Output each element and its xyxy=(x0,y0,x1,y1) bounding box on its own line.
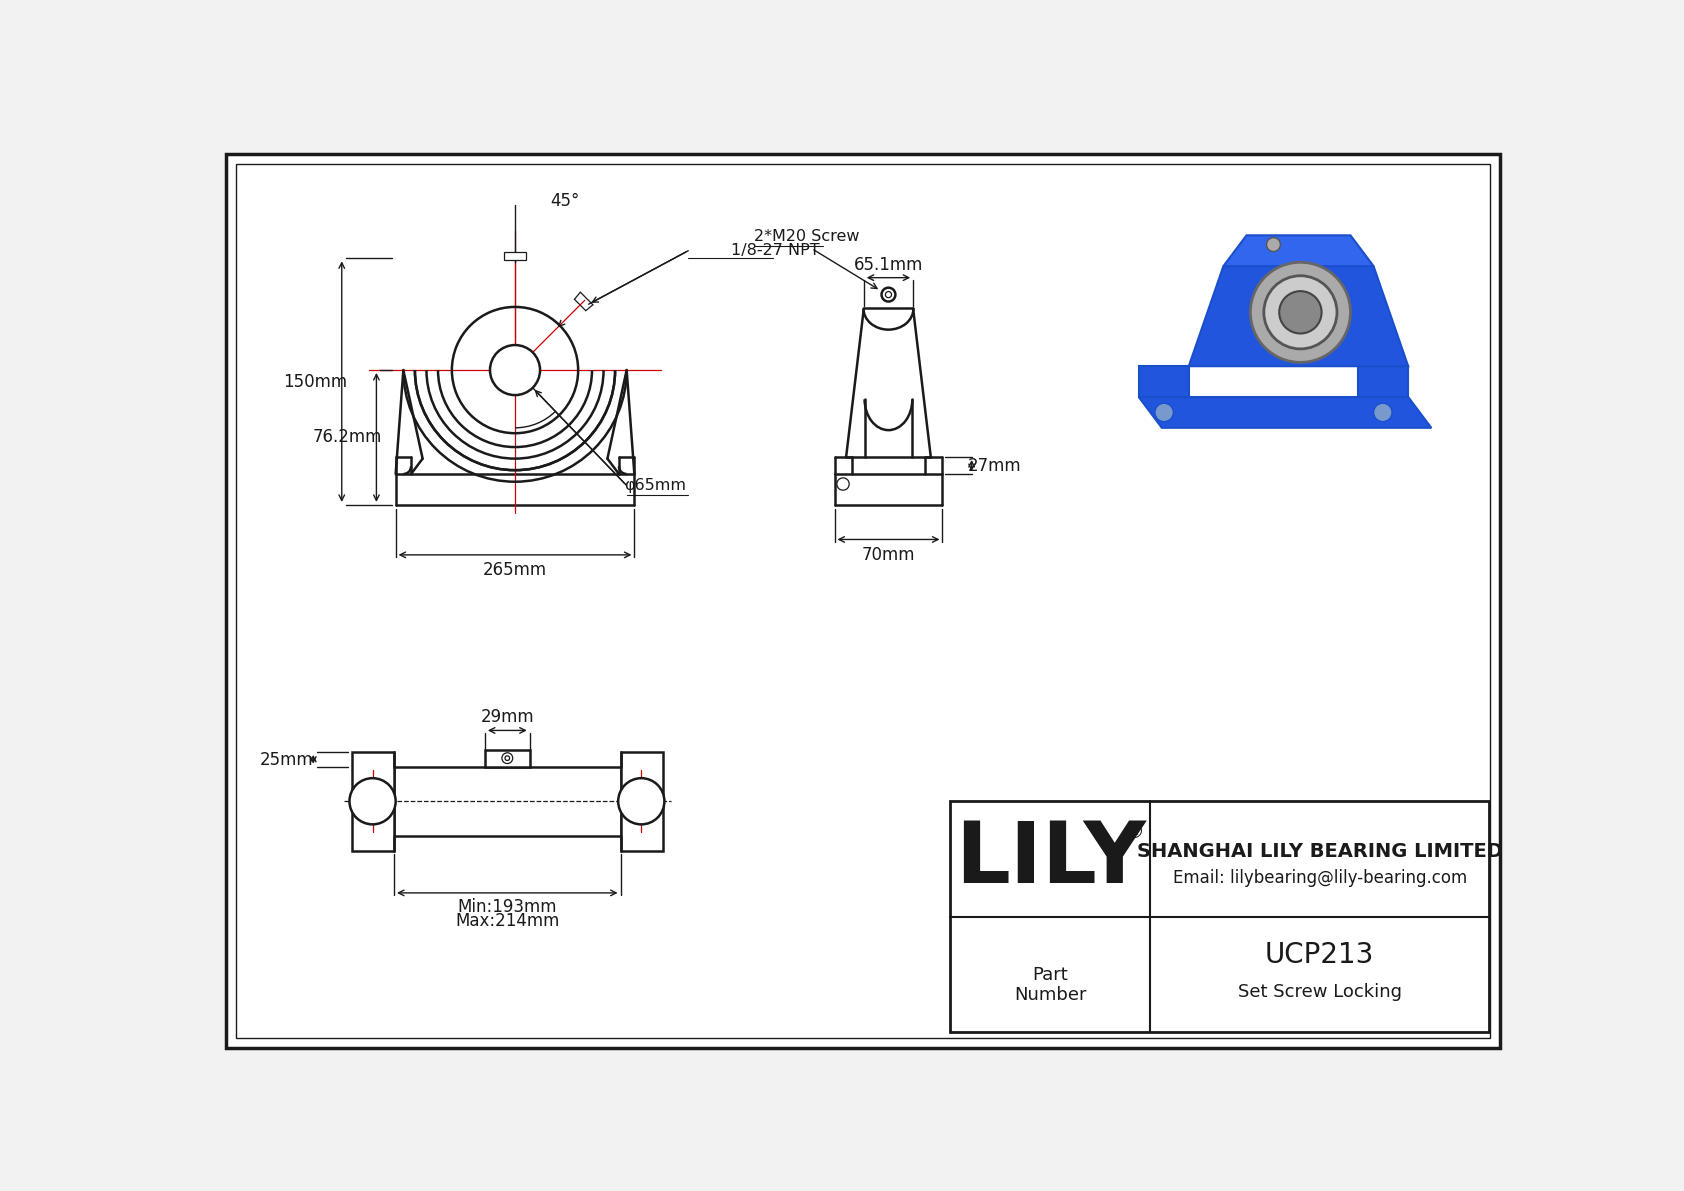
Circle shape xyxy=(1374,404,1393,422)
Text: 27mm: 27mm xyxy=(968,456,1022,474)
Text: 265mm: 265mm xyxy=(483,561,547,579)
Text: 29mm: 29mm xyxy=(480,709,534,727)
Circle shape xyxy=(618,778,665,824)
Text: ®: ® xyxy=(1123,822,1143,842)
Circle shape xyxy=(1266,238,1280,251)
Text: 1/8-27 NPT: 1/8-27 NPT xyxy=(731,243,818,258)
Bar xyxy=(950,802,1489,1033)
Bar xyxy=(485,749,530,767)
Circle shape xyxy=(502,753,512,763)
Circle shape xyxy=(881,288,896,301)
Bar xyxy=(394,767,621,836)
Circle shape xyxy=(505,756,510,761)
Bar xyxy=(352,752,394,850)
Bar xyxy=(504,252,525,260)
Text: Email: lilybearing@lily-bearing.com: Email: lilybearing@lily-bearing.com xyxy=(1172,869,1467,887)
Polygon shape xyxy=(1138,397,1431,428)
Text: Set Screw Locking: Set Screw Locking xyxy=(1238,984,1401,1002)
Text: 70mm: 70mm xyxy=(862,545,914,563)
Text: Max:214mm: Max:214mm xyxy=(455,912,559,930)
Ellipse shape xyxy=(1280,291,1322,333)
Text: 76.2mm: 76.2mm xyxy=(313,429,382,447)
Polygon shape xyxy=(1138,366,1189,397)
Text: φ65mm: φ65mm xyxy=(625,478,685,493)
Text: Min:193mm: Min:193mm xyxy=(458,898,557,916)
Text: 65.1mm: 65.1mm xyxy=(854,256,923,274)
Text: Part: Part xyxy=(1032,966,1068,984)
Polygon shape xyxy=(1359,366,1408,397)
Circle shape xyxy=(886,292,891,298)
Circle shape xyxy=(837,478,849,491)
Circle shape xyxy=(1155,404,1174,422)
Ellipse shape xyxy=(1250,262,1351,362)
Circle shape xyxy=(490,345,541,395)
Ellipse shape xyxy=(1263,276,1337,349)
Text: UCP213: UCP213 xyxy=(1265,941,1374,969)
Text: LILY: LILY xyxy=(955,817,1145,900)
Circle shape xyxy=(350,778,396,824)
Bar xyxy=(620,752,663,850)
Text: 150mm: 150mm xyxy=(283,373,347,391)
Text: 25mm: 25mm xyxy=(259,750,313,768)
Polygon shape xyxy=(1223,236,1374,266)
Text: 45°: 45° xyxy=(551,192,579,210)
Text: Number: Number xyxy=(1014,986,1086,1004)
Polygon shape xyxy=(1189,266,1408,366)
Text: SHANGHAI LILY BEARING LIMITED: SHANGHAI LILY BEARING LIMITED xyxy=(1137,842,1502,861)
Text: 2*M20 Screw: 2*M20 Screw xyxy=(754,230,859,244)
